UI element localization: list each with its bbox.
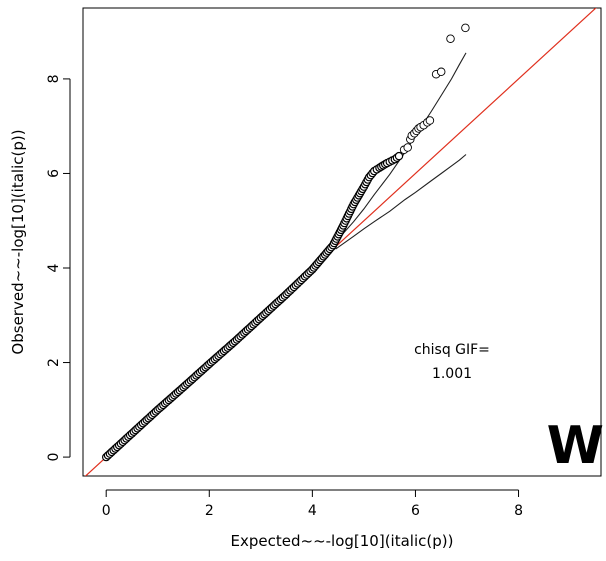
x-tick-label: 4 [308,503,317,519]
x-tick-label: 0 [102,503,111,519]
data-point [446,34,455,43]
y-tick-label: 8 [46,74,62,83]
x-tick-label: 6 [411,503,420,519]
data-point [436,67,446,77]
point-layer [101,23,470,462]
gif-value: 1.001 [432,366,472,382]
panel-letter: W [547,416,604,476]
data-point [403,143,412,152]
y-tick-label: 6 [46,169,62,178]
y-tick-label: 0 [46,453,62,462]
x-axis-title: Expected~~-log[10](italic(p)) [231,532,454,550]
y-tick-label: 2 [46,358,62,367]
gif-label: chisq GIF= [414,342,490,358]
data-point [461,23,470,33]
plot-frame [82,7,602,477]
confidence-band-layer [335,52,467,250]
data-point [394,151,404,161]
x-tick-label: 2 [205,503,214,519]
confidence-upper-line [335,52,467,243]
x-tick-label: 8 [514,503,523,519]
data-point [425,116,435,125]
confidence-lower-line [335,154,467,250]
axis-layer: 0 2 4 6 8 0 2 4 6 8 [46,74,523,519]
y-axis-title: Observed~~-log[10](italic(p)) [9,129,27,354]
y-tick-label: 4 [46,263,62,272]
